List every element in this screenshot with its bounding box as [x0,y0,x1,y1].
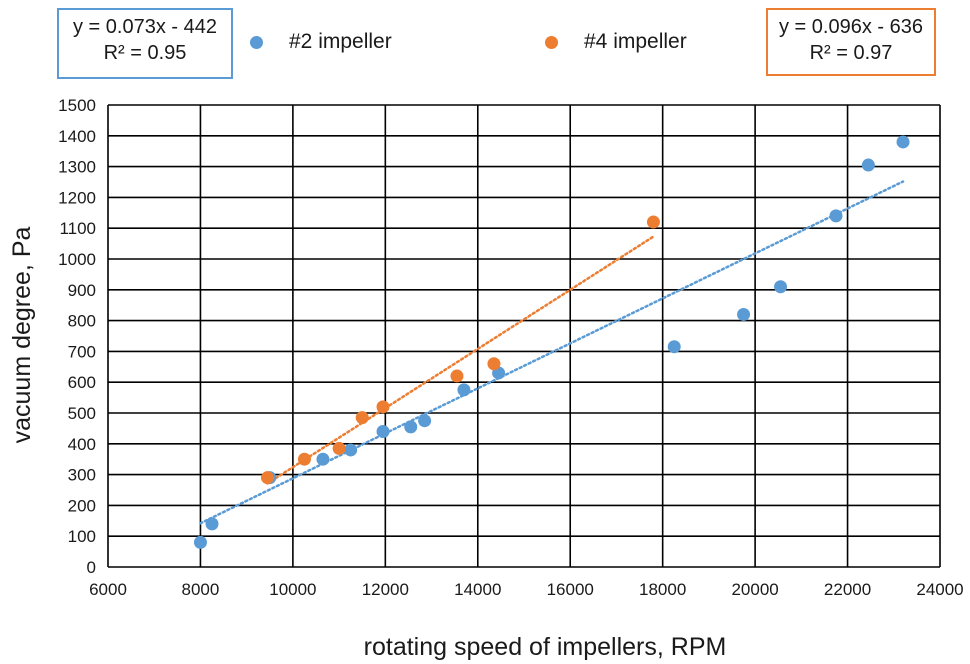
y-tick-label: 1500 [58,96,96,115]
equation-4-impeller: y = 0.096x - 636 [779,16,923,38]
legend-label: #4 impeller [584,30,687,53]
legend-marker-icon [250,35,263,49]
data-point [667,340,681,354]
y-tick-label: 400 [68,435,96,454]
data-point [737,307,751,321]
data-point [646,215,660,229]
data-point [404,420,418,434]
y-tick-label: 1200 [58,188,96,207]
data-points [193,135,910,549]
trendline-equation-box-2-impeller: y = 0.073x - 442 R² = 0.95 [57,8,233,79]
x-tick-label: 14000 [454,580,501,599]
x-tick-label: 6000 [89,580,127,599]
trendline [266,235,655,485]
tick-labels: 6000 8000 10000 12000 14000 16000 18000 20000 22… [58,96,963,599]
data-point [260,471,274,485]
r-squared-4-impeller: R² = 0.97 [809,42,893,64]
data-point [450,369,464,383]
trendlines [199,180,905,525]
x-tick-label: 22000 [824,580,871,599]
legend-label: #2 impeller [289,30,392,53]
data-point [896,135,910,149]
x-tick-label: 10000 [269,580,316,599]
data-point [774,280,788,294]
data-point [355,411,369,425]
legend-item-2-impeller: #2 impeller [250,30,392,54]
data-point [376,424,390,438]
data-point [297,452,311,466]
equation-2-impeller: y = 0.073x - 442 [73,16,217,38]
data-point [418,414,432,428]
grid-lines [107,104,941,568]
y-tick-label: 1100 [59,219,96,238]
r-squared-2-impeller: R² = 0.95 [103,42,187,64]
data-point [829,209,843,223]
data-point [861,158,875,172]
y-tick-label: 500 [68,404,96,423]
y-tick-label: 300 [68,466,96,485]
y-tick-label: 100 [68,527,96,546]
y-tick-label: 1400 [58,127,96,146]
x-tick-label: 24000 [916,580,963,599]
legend-item-4-impeller: #4 impeller [545,30,687,54]
x-tick-label: 8000 [182,580,220,599]
data-point [487,357,501,371]
data-point [332,441,346,455]
data-point [316,452,330,466]
y-tick-label: 200 [68,496,96,515]
y-tick-label: 0 [87,558,96,577]
legend-marker-icon [545,35,558,49]
trendline-equation-box-4-impeller: y = 0.096x - 636 R² = 0.97 [766,8,936,76]
x-tick-label: 12000 [362,580,409,599]
y-tick-label: 900 [68,281,96,300]
y-tick-label: 1300 [58,158,96,177]
data-point [193,535,207,549]
trendline [199,180,905,525]
y-axis-label: vacuum degree, Pa [8,227,36,444]
x-tick-label: 16000 [547,580,594,599]
data-point [457,383,471,397]
y-tick-label: 800 [68,312,96,331]
x-tick-label: 18000 [639,580,686,599]
data-point [344,443,358,457]
x-axis-label: rotating speed of impellers, RPM [364,633,727,661]
x-tick-label: 20000 [731,580,778,599]
y-tick-label: 1000 [58,250,96,269]
y-tick-label: 600 [68,373,96,392]
data-point [376,400,390,414]
y-tick-label: 700 [68,342,96,361]
data-point [205,517,219,531]
